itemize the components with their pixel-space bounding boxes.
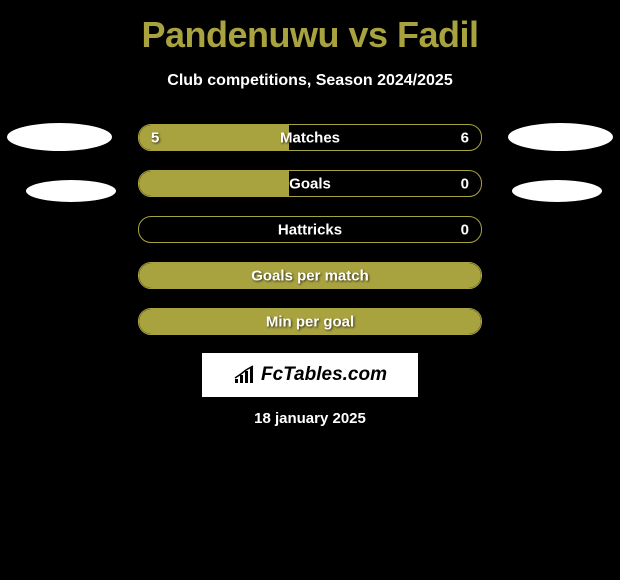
comparison-title: Pandenuwu vs Fadil — [0, 0, 620, 56]
bar-matches-value-left: 5 — [151, 129, 159, 146]
player-right-avatar-2 — [512, 180, 602, 202]
bar-goals-per-match: Goals per match — [138, 262, 482, 289]
snapshot-date: 18 january 2025 — [254, 410, 366, 427]
bar-min-per-goal-label: Min per goal — [266, 313, 354, 330]
bar-min-per-goal: Min per goal — [138, 308, 482, 335]
bar-hattricks-value-right: 0 — [461, 221, 469, 238]
bar-matches: 5 Matches 6 — [138, 124, 482, 151]
fctables-logo[interactable]: FcTables.com — [202, 353, 418, 397]
fctables-logo-text: FcTables.com — [233, 364, 387, 386]
player-left-avatar-1 — [7, 123, 112, 151]
bar-matches-value-right: 6 — [461, 129, 469, 146]
player-left-avatar-2 — [26, 180, 116, 202]
bar-matches-label: Matches — [280, 129, 340, 146]
bar-goals-label: Goals — [289, 175, 331, 192]
fctables-logo-label: FcTables.com — [261, 364, 387, 386]
bar-goals-fill-left — [139, 171, 289, 196]
bar-goals-value-right: 0 — [461, 175, 469, 192]
chart-icon — [233, 365, 257, 385]
comparison-subtitle: Club competitions, Season 2024/2025 — [0, 72, 620, 90]
comparison-bars: 5 Matches 6 Goals 0 Hattricks 0 Goals pe… — [138, 124, 482, 354]
bar-hattricks: Hattricks 0 — [138, 216, 482, 243]
bar-hattricks-label: Hattricks — [278, 221, 342, 238]
bar-goals-per-match-label: Goals per match — [251, 267, 369, 284]
bar-goals: Goals 0 — [138, 170, 482, 197]
bar-matches-fill-left — [139, 125, 289, 150]
player-right-avatar-1 — [508, 123, 613, 151]
